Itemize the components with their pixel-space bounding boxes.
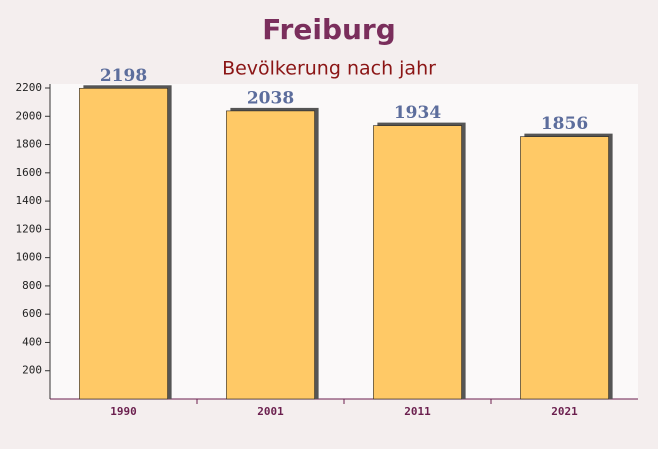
value-label: 2038 xyxy=(247,88,294,108)
y-tick-label: 1200 xyxy=(16,222,43,235)
bar xyxy=(373,125,462,400)
chart-subtitle: Bevölkerung nach jahr xyxy=(222,58,436,80)
y-tick-label: 1800 xyxy=(16,138,43,151)
y-tick-label: 1600 xyxy=(16,166,43,179)
y-tick-label: 200 xyxy=(22,364,42,377)
x-tick-label: 2001 xyxy=(257,405,284,418)
value-label: 2198 xyxy=(100,66,147,86)
y-tick-label: 1400 xyxy=(16,194,43,207)
x-tick-label: 2011 xyxy=(404,405,431,418)
x-tick-label: 2021 xyxy=(551,405,578,418)
bar xyxy=(79,87,168,400)
value-label: 1934 xyxy=(394,103,441,123)
x-tick-label: 1990 xyxy=(110,405,137,418)
y-tick-label: 2000 xyxy=(16,109,43,122)
y-tick-label: 1000 xyxy=(16,251,43,264)
y-tick-label: 600 xyxy=(22,307,42,320)
value-label: 1856 xyxy=(541,114,588,134)
y-tick-label: 2200 xyxy=(16,81,43,94)
bar xyxy=(520,136,609,400)
chart-title: Freiburg xyxy=(262,13,396,46)
y-tick-label: 800 xyxy=(22,279,42,292)
bar xyxy=(226,110,315,400)
y-tick-label: 400 xyxy=(22,335,42,348)
